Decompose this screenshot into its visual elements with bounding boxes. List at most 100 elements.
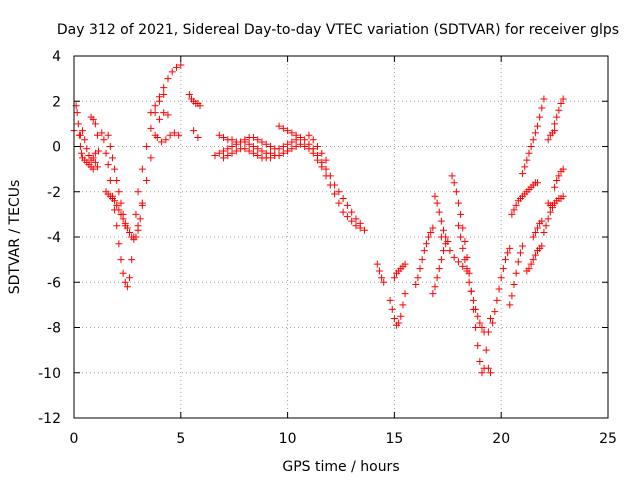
data-point bbox=[519, 242, 527, 250]
data-point bbox=[472, 305, 480, 313]
data-point bbox=[474, 312, 482, 320]
data-point bbox=[241, 136, 249, 144]
data-point bbox=[422, 240, 430, 248]
data-point bbox=[155, 115, 163, 123]
series-arc-h1 bbox=[489, 244, 514, 327]
data-point bbox=[134, 222, 142, 230]
data-point bbox=[538, 104, 546, 112]
data-point bbox=[224, 152, 232, 160]
data-point bbox=[467, 287, 475, 295]
data-point bbox=[309, 149, 317, 157]
data-point bbox=[147, 124, 155, 132]
data-point bbox=[429, 290, 437, 298]
data-point bbox=[160, 90, 168, 98]
data-point bbox=[185, 90, 193, 98]
data-points bbox=[70, 61, 567, 377]
data-point bbox=[326, 181, 334, 189]
data-point bbox=[390, 274, 398, 282]
data-point bbox=[440, 226, 448, 234]
series-arc-a3 bbox=[87, 113, 103, 155]
series-arc-e2 bbox=[284, 140, 364, 232]
x-tick-label: 10 bbox=[279, 431, 297, 447]
data-point bbox=[474, 342, 482, 350]
data-point bbox=[74, 120, 82, 128]
data-point bbox=[128, 256, 136, 264]
data-point bbox=[119, 210, 127, 218]
data-point bbox=[540, 95, 548, 103]
x-tick-label: 25 bbox=[599, 431, 617, 447]
data-point bbox=[249, 133, 257, 141]
data-point bbox=[102, 149, 110, 157]
data-point bbox=[390, 314, 398, 322]
data-point bbox=[241, 145, 249, 153]
data-point bbox=[478, 369, 486, 377]
data-point bbox=[482, 346, 490, 354]
data-point bbox=[487, 369, 495, 377]
data-point bbox=[495, 285, 503, 293]
data-point bbox=[476, 357, 484, 365]
data-point bbox=[245, 140, 253, 148]
data-point bbox=[275, 145, 283, 153]
data-point bbox=[220, 154, 228, 162]
data-point bbox=[254, 136, 262, 144]
data-point bbox=[516, 249, 524, 257]
data-point bbox=[463, 265, 471, 273]
data-point bbox=[228, 136, 236, 144]
data-point bbox=[450, 253, 458, 261]
y-tick-label: -2 bbox=[47, 185, 61, 201]
data-point bbox=[190, 127, 198, 135]
data-point bbox=[551, 120, 559, 128]
series-arc-i3 bbox=[551, 165, 567, 191]
series-arc-f4 bbox=[412, 224, 437, 289]
data-point bbox=[352, 222, 360, 230]
data-point bbox=[380, 278, 388, 286]
data-point bbox=[249, 143, 257, 150]
data-point bbox=[418, 256, 426, 264]
data-point bbox=[414, 274, 422, 282]
data-point bbox=[401, 290, 409, 298]
data-point bbox=[525, 265, 533, 273]
series-arc-a2 bbox=[76, 127, 99, 164]
data-point bbox=[288, 129, 296, 137]
data-point bbox=[446, 247, 454, 255]
data-point bbox=[395, 319, 403, 327]
series-arc-d2 bbox=[215, 131, 300, 153]
data-point bbox=[224, 145, 232, 153]
data-point bbox=[491, 308, 499, 316]
data-point bbox=[457, 233, 465, 241]
data-point bbox=[95, 147, 103, 155]
data-point bbox=[559, 95, 567, 103]
data-point bbox=[435, 208, 443, 216]
data-point bbox=[288, 138, 296, 146]
y-tick-label: -12 bbox=[38, 411, 61, 427]
data-point bbox=[267, 143, 275, 150]
data-point bbox=[220, 147, 228, 155]
data-point bbox=[91, 158, 99, 166]
data-point bbox=[98, 129, 106, 137]
y-tick-label: -6 bbox=[47, 275, 61, 291]
data-point bbox=[512, 201, 520, 209]
data-point bbox=[254, 145, 262, 153]
series-arc-g1 bbox=[448, 172, 495, 377]
data-point bbox=[527, 143, 535, 150]
x-tick-label: 5 bbox=[176, 431, 185, 447]
data-point bbox=[534, 122, 542, 130]
data-point bbox=[93, 131, 101, 139]
data-point bbox=[301, 136, 309, 144]
series-arc-i5 bbox=[551, 95, 567, 128]
data-point bbox=[484, 364, 492, 372]
data-point bbox=[339, 208, 347, 216]
data-point bbox=[442, 240, 450, 248]
data-point bbox=[546, 208, 554, 216]
series-arc-g3 bbox=[437, 233, 471, 273]
grid-lines bbox=[74, 56, 608, 418]
x-tick-label: 0 bbox=[70, 431, 79, 447]
y-tick-label: 4 bbox=[52, 49, 61, 65]
data-point bbox=[81, 136, 89, 144]
x-tick-label: 15 bbox=[385, 431, 403, 447]
data-point bbox=[335, 199, 343, 207]
data-point bbox=[162, 136, 170, 144]
data-point bbox=[104, 131, 112, 139]
data-point bbox=[254, 152, 262, 160]
data-point bbox=[160, 109, 168, 117]
